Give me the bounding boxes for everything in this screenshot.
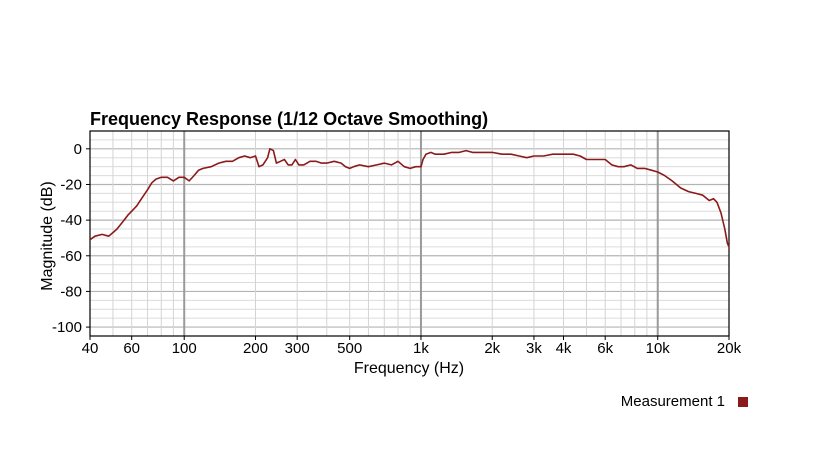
y-axis-label: Magnitude (dB) bbox=[39, 181, 56, 290]
plot-area bbox=[90, 131, 729, 336]
x-tick-label: 2k bbox=[484, 340, 500, 357]
y-axis-ticks: 0 -20 -40 -60 -80 -100 bbox=[52, 141, 90, 336]
plot-frame bbox=[89, 130, 730, 337]
x-tick-label: 6k bbox=[597, 340, 613, 357]
x-axis-label: Frequency (Hz) bbox=[354, 360, 464, 377]
plot-background bbox=[90, 131, 729, 336]
x-tick-label: 10k bbox=[646, 340, 671, 357]
x-tick-label: 500 bbox=[337, 340, 362, 357]
x-axis-ticks: 40 60 100 200 300 500 1k 2k 3k 4k 6k 10k 20k bbox=[82, 336, 742, 357]
y-tick-label: -40 bbox=[60, 212, 82, 229]
grid-lines bbox=[89, 130, 730, 337]
y-tick-label: -80 bbox=[60, 283, 82, 300]
x-tick-label: 40 bbox=[82, 340, 99, 357]
x-tick-label: 1k bbox=[413, 340, 429, 357]
chart-title: Frequency Response (1/12 Octave Smoothin… bbox=[90, 109, 488, 129]
y-tick-label: 0 bbox=[74, 141, 82, 158]
x-tick-label: 60 bbox=[123, 340, 140, 357]
x-tick-label: 4k bbox=[556, 340, 572, 357]
y-tick-label: -20 bbox=[60, 176, 82, 193]
series-line-measurement-1 bbox=[89, 148, 730, 248]
legend-label-measurement-1: Measurement 1 bbox=[621, 393, 725, 410]
y-tick-label: -100 bbox=[52, 319, 82, 336]
x-tick-label: 3k bbox=[526, 340, 542, 357]
x-tick-label: 100 bbox=[172, 340, 197, 357]
y-tick-label: -60 bbox=[60, 248, 82, 265]
legend: Measurement 1 bbox=[621, 393, 748, 410]
x-tick-label: 300 bbox=[285, 340, 310, 357]
x-tick-label: 20k bbox=[717, 340, 742, 357]
series-layer bbox=[89, 148, 730, 248]
x-tick-label: 200 bbox=[243, 340, 268, 357]
legend-swatch-measurement-1 bbox=[738, 397, 748, 407]
